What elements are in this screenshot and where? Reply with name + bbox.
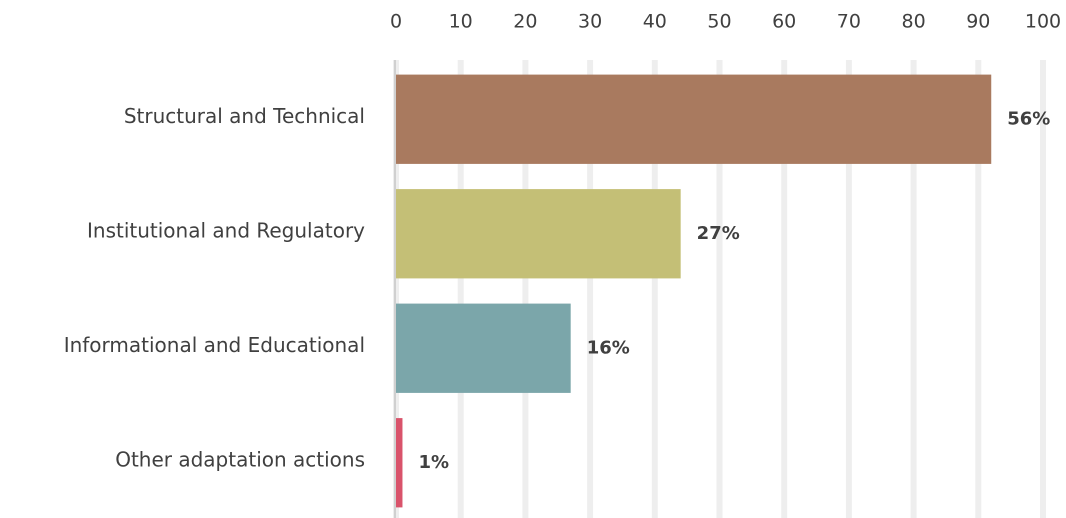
- y-tick-label: Institutional and Regulatory: [87, 218, 365, 242]
- x-tick-label: 100: [1025, 11, 1061, 33]
- y-tick-label: Other adaptation actions: [115, 447, 365, 471]
- x-tick-label: 20: [513, 11, 537, 33]
- bar: [396, 303, 571, 393]
- x-tick-label: 0: [390, 11, 402, 33]
- y-tick-label: Structural and Technical: [124, 104, 365, 128]
- x-tick-label: 10: [449, 11, 473, 33]
- data-label: 1%: [418, 452, 449, 473]
- bar: [396, 189, 681, 279]
- bar: [396, 418, 403, 508]
- x-tick-label: 60: [772, 11, 796, 33]
- x-tick-label: 90: [966, 11, 990, 33]
- y-tick-label: Informational and Educational: [64, 333, 365, 357]
- x-tick-label: 50: [707, 11, 731, 33]
- data-label: 27%: [697, 223, 740, 244]
- x-tick-label: 70: [837, 11, 861, 33]
- x-tick-label: 80: [902, 11, 926, 33]
- data-label: 16%: [587, 337, 630, 358]
- x-tick-label: 30: [578, 11, 602, 33]
- bar: [396, 74, 992, 164]
- data-label: 56%: [1007, 108, 1050, 129]
- x-tick-label: 40: [643, 11, 667, 33]
